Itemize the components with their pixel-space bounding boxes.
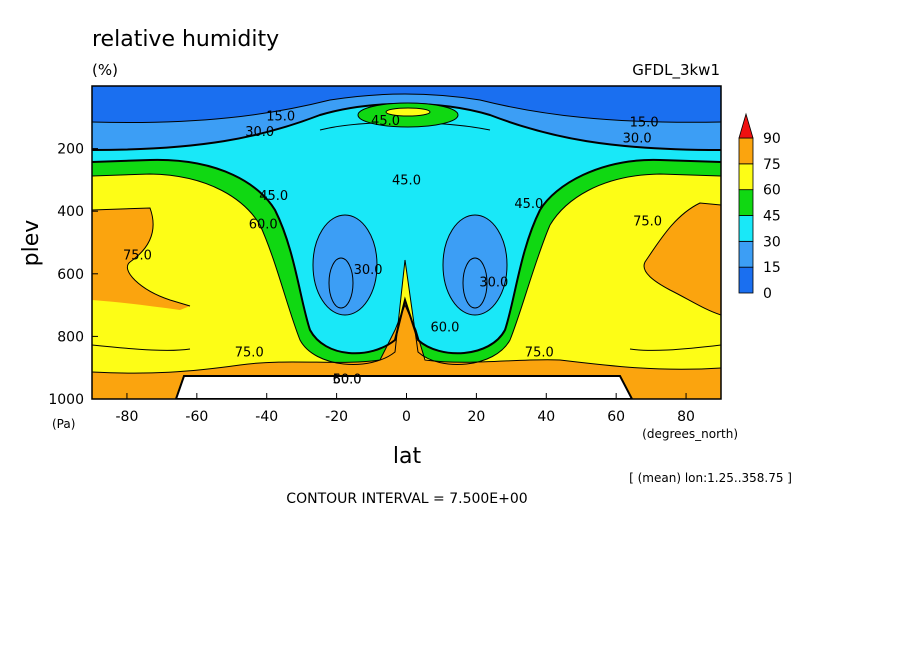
colorbar-swatch — [738, 215, 754, 242]
chart-subtitle: (%) — [92, 61, 118, 79]
contour-line — [92, 303, 721, 374]
colorbar-level-label: 15 — [763, 260, 781, 276]
contour-line — [629, 344, 721, 351]
colorbar-level-label: 45 — [763, 209, 781, 225]
colorbar-level-label: 90 — [763, 131, 781, 147]
contour-label: 15.0 — [266, 109, 295, 124]
contour-label: 45.0 — [371, 114, 400, 129]
chart-title: relative humidity — [92, 27, 279, 52]
dry-core-east-inner — [462, 257, 488, 309]
colorbar-level-label: 60 — [763, 183, 781, 199]
colorbar-level-label: 30 — [763, 234, 781, 250]
dry-core-west-inner — [328, 257, 354, 309]
colorbar-level-label: 75 — [763, 157, 781, 173]
colorbar-level-label: 0 — [763, 286, 772, 302]
contour-line — [92, 207, 191, 307]
y-tick-label: 600 — [57, 267, 84, 283]
contour-label: 60.0 — [249, 217, 278, 232]
y-units-label: (Pa) — [52, 417, 75, 431]
contour-label: 30.0 — [623, 131, 652, 146]
dry-core-east — [442, 214, 508, 316]
y-axis-label: plev — [19, 220, 44, 267]
contour-interval-text: CONTOUR INTERVAL = 7.500E+00 — [286, 491, 527, 507]
x-tick-label: -80 — [116, 409, 139, 425]
contour-label: 30.0 — [354, 263, 383, 278]
contour-line — [92, 344, 191, 351]
x-tick-label: -60 — [185, 409, 208, 425]
mean-note: [ (mean) lon:1.25..358.75 ] — [629, 471, 792, 485]
contour-label: 30.0 — [479, 275, 508, 290]
contour-label: 45.0 — [392, 174, 421, 189]
band-60-75 — [92, 174, 721, 399]
y-tick-label: 200 — [57, 142, 84, 158]
colorbar-swatch — [738, 189, 754, 216]
contour-labels: 15.030.045.0 15.030.045.045.060.045.075.0… — [123, 109, 662, 387]
contour-label: 45.0 — [259, 189, 288, 204]
contour-line — [92, 173, 721, 365]
colorbar-swatch — [738, 266, 754, 294]
x-axis-label: lat — [393, 444, 422, 469]
contour-label: 75.0 — [123, 249, 152, 264]
colorbar-over-triangle — [738, 112, 754, 139]
y-axis: 200 400 600 800 1000 — [48, 142, 98, 408]
y-tick-label: 800 — [57, 329, 84, 345]
x-tick-label: -20 — [325, 409, 348, 425]
x-tick-label: 60 — [607, 409, 625, 425]
contour-label: 75.0 — [235, 346, 264, 361]
contour-label: 30.0 — [245, 125, 274, 140]
upper-moist-core — [385, 107, 431, 117]
colorbar: 0 15 30 45 60 75 90 — [738, 112, 781, 302]
y-tick-label: 400 — [57, 204, 84, 220]
contour-label: 15.0 — [630, 116, 659, 131]
x-tick-label: 40 — [537, 409, 555, 425]
contour-label: 50.0 — [333, 372, 362, 387]
x-tick-label: 80 — [677, 409, 695, 425]
topography-mask — [174, 375, 634, 399]
plot-area: 15.030.045.0 15.030.045.045.060.045.075.0… — [91, 85, 722, 400]
x-tick-label: -40 — [255, 409, 278, 425]
y-tick-label: 1000 — [48, 392, 84, 408]
model-label: GFDL_3kw1 — [632, 61, 720, 80]
x-tick-label: 0 — [402, 409, 411, 425]
colorbar-swatch — [738, 137, 754, 165]
x-axis: -80 -60 -40 -20 0 20 40 60 80 — [116, 393, 695, 425]
contour-fill — [92, 86, 721, 399]
x-tick-label: 20 — [467, 409, 485, 425]
contour-line — [643, 202, 721, 316]
colorbar-swatch — [738, 163, 754, 191]
x-units-label: (degrees_north) — [642, 427, 738, 441]
contour-label: 75.0 — [633, 214, 662, 229]
band-75-90-east-blob — [644, 203, 721, 315]
contour-label: 60.0 — [430, 321, 459, 336]
contour-lines — [92, 93, 721, 374]
colorbar-swatch — [738, 240, 754, 268]
band-75-90-west-blob — [92, 208, 190, 310]
contour-label: 60.0 — [333, 372, 362, 387]
contour-label: 75.0 — [525, 346, 554, 361]
contour-line — [92, 158, 721, 355]
contour-line — [92, 93, 721, 124]
contour-label: 45.0 — [514, 197, 543, 212]
